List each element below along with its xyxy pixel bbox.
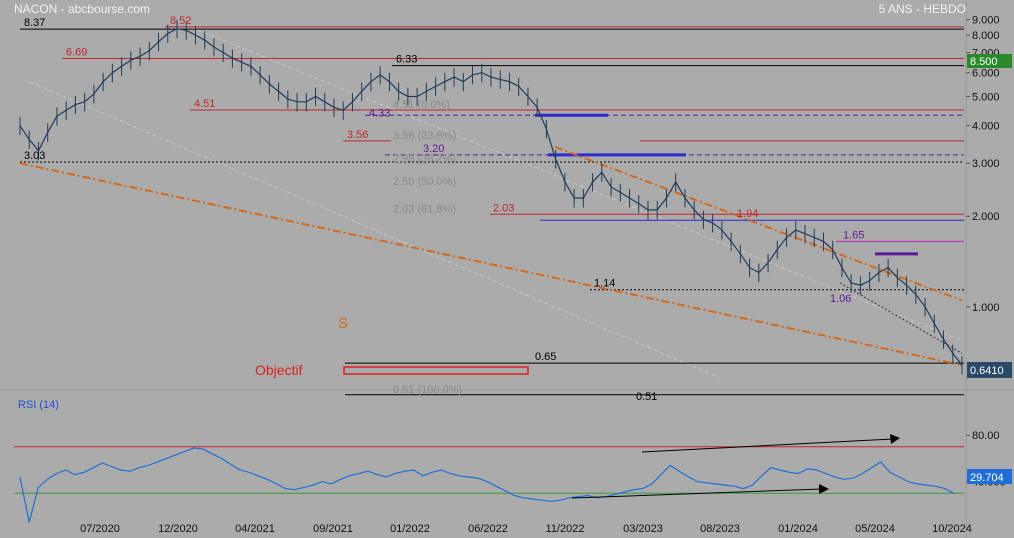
time-axis-label: 06/2022 (468, 523, 508, 535)
level-label-0.51: 0.51 (636, 391, 657, 403)
price-axis-label: 6.000 (972, 68, 1000, 80)
fib-label: 2.03 (61.8%) (393, 203, 456, 215)
arrow-head (890, 434, 900, 444)
time-axis-label: 12/2020 (158, 523, 198, 535)
time-axis-label: 04/2021 (235, 523, 275, 535)
level-label-6.33: 6.33 (396, 54, 417, 66)
level-label-4.51: 4.51 (194, 98, 215, 110)
trend-short (839, 282, 963, 354)
divergence-arrow-top (641, 438, 894, 453)
rsi-title: RSI (14) (18, 399, 59, 411)
level-label-2.03: 2.03 (493, 202, 514, 214)
level-label-8.37: 8.37 (24, 17, 45, 29)
rsi-series (14, 434, 964, 523)
chart-period-label: 5 ANS - HEBDO (878, 2, 966, 16)
level-label-3.56: 3.56 (347, 129, 368, 141)
level-label-1.14: 1.14 (594, 278, 615, 290)
time-axis-label: 05/2024 (855, 523, 895, 535)
price-axis-label: 5.000 (972, 91, 1000, 103)
level-labels: 8.52 8.37 6.69 6.33 4.51 4.333.56 3.20 3.03 2.03… (24, 15, 864, 403)
time-axis: 07/2020 12/2020 04/2021 09/2021 01/2022 06/20… (80, 523, 972, 535)
price-axis-label: 4.000 (972, 121, 1000, 133)
svg-text:8.500: 8.500 (970, 56, 998, 68)
last-price-badge: 0.6410 (967, 362, 1012, 378)
level-label-1.06: 1.06 (830, 293, 851, 305)
level-label-6.69: 6.69 (66, 46, 87, 58)
level-label-1.65: 1.65 (843, 229, 864, 241)
price-axis-label: 8.000 (972, 30, 1000, 42)
trend-lines (19, 145, 963, 367)
fib-label: 2.98 (38.2%) (393, 153, 456, 165)
price-series (19, 19, 963, 375)
price-axis-label: 9.000 (972, 15, 1000, 27)
time-axis-label: 11/2022 (546, 523, 585, 535)
rsi-axis-label: 80.00 (972, 430, 1000, 442)
level-label-0.65: 0.65 (535, 351, 556, 363)
rsi-badge: 29.704 (967, 469, 1012, 484)
level-label-8.52: 8.52 (170, 15, 191, 27)
price-axis-label: 1.000 (972, 302, 1000, 314)
fib-label: 4.51 (0.0%) (393, 99, 450, 111)
time-axis-label: 09/2021 (313, 523, 353, 535)
arrow-head (819, 484, 829, 494)
time-axis-label: 01/2024 (778, 523, 818, 535)
channel-upper (177, 21, 961, 341)
fib-label: 0.51 (100.0%) (393, 384, 462, 396)
chart-source-label: NACON - abcbourse.com (14, 2, 151, 16)
price-line (19, 28, 963, 366)
level-label-3.03: 3.03 (24, 150, 45, 162)
level-label-4.33: 4.33 (369, 107, 390, 119)
svg-text:0.6410: 0.6410 (970, 365, 1004, 377)
time-axis-label: 03/2023 (623, 523, 663, 535)
level-badge: 8.500 (967, 54, 1012, 68)
time-axis-label: 10/2024 (932, 523, 972, 535)
annotation-s: S (338, 315, 348, 332)
fib-label: 2.50 (50.0%) (393, 176, 456, 188)
price-axis-label: 2.000 (972, 211, 1000, 223)
fib-label: 3.56 (23.6%) (393, 130, 456, 142)
target-zone (343, 366, 529, 375)
time-axis-label: 01/2022 (390, 523, 430, 535)
channel-lower (29, 81, 721, 379)
horizontal-levels (20, 26, 964, 396)
level-label-1.94: 1.94 (737, 208, 758, 220)
price-channel-lines (29, 21, 961, 379)
svg-text:29.704: 29.704 (970, 472, 1004, 484)
annotation-objectif: Objectif (255, 362, 303, 378)
level-label-3.20: 3.20 (423, 143, 444, 155)
divergence-arrow-bottom (571, 488, 823, 499)
time-axis-label: 07/2020 (80, 523, 120, 535)
price-axis-label: 3.000 (972, 158, 1000, 170)
time-axis-label: 08/2023 (700, 523, 740, 535)
rsi-line (19, 447, 955, 523)
trend-support (19, 162, 963, 367)
